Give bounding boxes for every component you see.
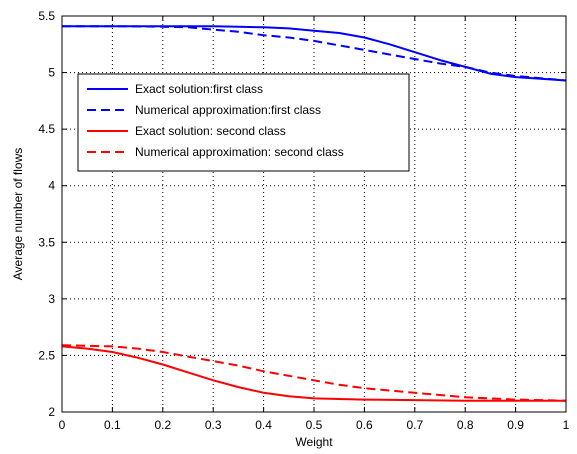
axis-ticks: [61, 15, 567, 413]
x-tick-label: 0.6: [356, 418, 373, 432]
y-tick-label: 5.5: [38, 9, 55, 23]
y-tick-label: 5: [48, 66, 55, 80]
y-tick-label: 2: [48, 405, 55, 419]
x-tick-label: 0.1: [104, 418, 121, 432]
x-axis-label: Weight: [295, 435, 333, 449]
x-tick-label: 0.4: [255, 418, 272, 432]
series-line-3: [61, 345, 566, 402]
y-tick-label: 3.5: [38, 235, 55, 249]
x-tick-label: 0.5: [306, 418, 323, 432]
series-lines: [61, 25, 567, 402]
x-tick-label: 0.8: [457, 418, 474, 432]
x-tick-label: 0: [59, 418, 66, 432]
y-tick-labels: 2 2.5 3 3.5 4 4.5 5 5.5: [38, 9, 55, 419]
legend: Exact solution:first class Numerical appr…: [77, 73, 410, 172]
legend-box: [77, 73, 410, 172]
x-tick-labels: 0 0.1 0.2 0.3 0.4 0.5 0.6 0.7 0.8 0.9 1: [59, 418, 570, 432]
x-tick-label: 1: [563, 418, 570, 432]
x-tick-label: 0.3: [205, 418, 222, 432]
y-tick-label: 3: [48, 292, 55, 306]
y-tick-label: 4: [48, 179, 55, 193]
series-line-2: [62, 25, 567, 82]
legend-label-1: Exact solution:first class: [135, 82, 263, 96]
y-tick-label: 4.5: [38, 122, 55, 136]
x-tick-label: 0.7: [406, 418, 423, 432]
x-tick-label: 0.2: [154, 418, 171, 432]
y-tick-label: 2.5: [38, 348, 55, 362]
y-axis-label: Average number of flows: [11, 148, 25, 281]
legend-label-2: Numerical approximation:first class: [135, 103, 321, 117]
series-line-1: [62, 25, 567, 82]
legend-label-4: Numerical approximation: second class: [135, 145, 344, 159]
legend-label-3: Exact solution: second class: [135, 124, 286, 138]
series-line-4: [61, 344, 567, 402]
legend-entries: Exact solution:first class Numerical appr…: [87, 82, 344, 159]
x-tick-label: 0.9: [507, 418, 524, 432]
